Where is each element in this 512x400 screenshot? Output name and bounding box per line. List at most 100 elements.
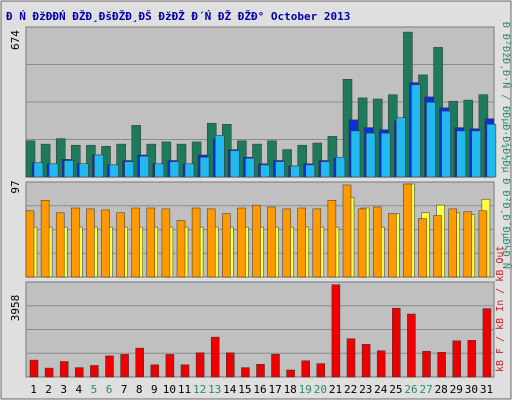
bar	[191, 207, 201, 278]
bar	[411, 84, 421, 178]
bar	[305, 164, 315, 178]
bar	[29, 359, 39, 378]
bar	[165, 354, 175, 378]
x-tick-label: 18	[284, 383, 297, 396]
bar	[312, 142, 323, 178]
bar	[346, 338, 356, 378]
bar	[331, 284, 341, 378]
bar	[154, 163, 165, 178]
x-tick-label: 29	[450, 383, 463, 396]
bar	[297, 144, 307, 178]
x-tick-label: 25	[389, 383, 402, 396]
bar	[71, 207, 80, 278]
x-tick-label: 10	[163, 383, 176, 396]
bar	[396, 117, 406, 178]
bar	[222, 213, 231, 278]
bar	[55, 212, 65, 278]
x-tick-label: 21	[329, 383, 342, 396]
x-tick-label: 9	[151, 383, 158, 396]
bar	[33, 162, 44, 178]
bar	[94, 154, 104, 178]
bar	[120, 354, 129, 378]
bar	[131, 207, 140, 278]
ymax-label-visits: 674	[9, 30, 22, 50]
bar	[59, 361, 69, 378]
bar	[478, 210, 488, 278]
bar	[176, 220, 186, 278]
bar	[161, 208, 171, 278]
bar	[135, 347, 144, 378]
x-tick-label: 2	[45, 383, 52, 396]
x-tick-label: 17	[268, 383, 281, 396]
x-tick-label: 20	[314, 383, 327, 396]
bar	[195, 352, 205, 378]
bar	[467, 340, 477, 378]
bar	[206, 208, 216, 278]
bar	[388, 213, 397, 278]
bar	[271, 353, 280, 378]
bar	[146, 207, 156, 278]
bar	[327, 200, 337, 278]
bar	[40, 143, 51, 178]
bar	[312, 208, 322, 278]
bar	[267, 140, 277, 178]
x-tick-label: 26	[404, 383, 417, 396]
x-tick-label: 31	[480, 383, 493, 396]
bar	[335, 156, 346, 178]
bar	[357, 208, 367, 278]
x-tick-label: 11	[178, 383, 191, 396]
bar	[422, 350, 431, 378]
bar	[169, 161, 180, 178]
bar	[452, 340, 461, 378]
ymax-label-pages: 97	[9, 180, 22, 193]
x-axis-labels: 1 2 3 4 5 6 7 8 9 10 11 12 13 14 15 16 17 18 19 20 21 22 23 24 2…	[30, 383, 493, 396]
x-tick-label: 8	[136, 383, 143, 396]
bar	[40, 200, 50, 278]
bar	[437, 352, 446, 378]
bar	[392, 307, 401, 378]
bar	[418, 218, 427, 278]
bar	[365, 132, 376, 178]
x-tick-label: 15	[238, 383, 251, 396]
bar	[456, 130, 466, 178]
x-tick-label: 5	[91, 383, 98, 396]
bar	[161, 141, 172, 178]
bar	[275, 161, 285, 178]
bar	[245, 158, 255, 178]
bar	[486, 124, 497, 178]
bar	[301, 360, 310, 378]
x-tick-label: 13	[208, 383, 221, 396]
bar	[320, 161, 331, 178]
x-tick-label: 1	[30, 383, 37, 396]
bar	[230, 150, 240, 178]
side-label-bandwidth: kB F / kB In / kB Out	[495, 246, 506, 372]
bar	[252, 204, 261, 278]
bar	[482, 308, 492, 378]
bar	[241, 367, 250, 378]
bar	[180, 364, 190, 378]
bar	[79, 163, 89, 178]
bar	[256, 364, 265, 378]
bar	[150, 364, 160, 378]
visits-panel	[25, 26, 497, 178]
ymax-label-bandwidth: 3958	[9, 295, 22, 322]
bar	[327, 136, 338, 178]
bar	[361, 344, 371, 378]
bar	[90, 365, 99, 378]
bar	[210, 336, 220, 378]
x-tick-label: 12	[193, 383, 206, 396]
bar	[184, 163, 195, 178]
bar	[342, 184, 352, 278]
bandwidth-panel	[25, 281, 495, 378]
pages-panel	[25, 181, 495, 278]
bar	[441, 110, 451, 178]
bar	[131, 125, 141, 178]
bar	[297, 207, 306, 278]
bar	[407, 313, 416, 378]
bar	[463, 211, 473, 278]
bar	[290, 165, 300, 178]
x-tick-label: 14	[223, 383, 237, 396]
bar	[350, 130, 361, 178]
bar	[48, 163, 59, 178]
bar	[109, 164, 119, 178]
